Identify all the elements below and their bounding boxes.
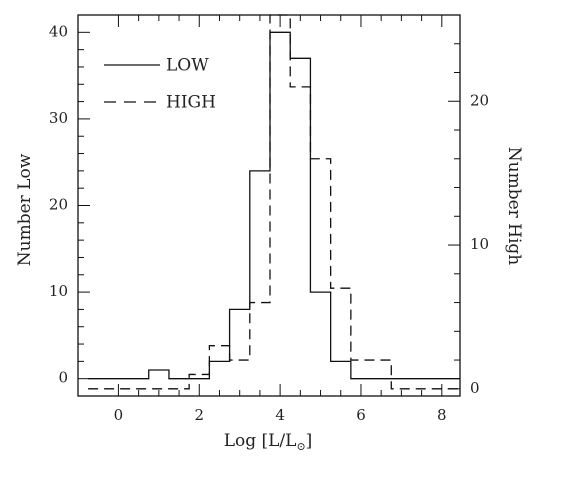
x-tick-label: 8 bbox=[437, 406, 447, 424]
x-tick-label: 6 bbox=[356, 406, 366, 424]
x-axis-label-main: Log [L/L bbox=[224, 431, 297, 451]
y-left-tick-label: 20 bbox=[49, 196, 68, 214]
legend: LOW HIGH bbox=[104, 56, 216, 113]
y-right-tick-label: 10 bbox=[470, 235, 489, 253]
series-layer bbox=[88, 14, 460, 390]
y-axis-left: 0 10 20 30 40 bbox=[49, 14, 90, 387]
x-axis-label: Log [L/L⊙] bbox=[224, 431, 313, 453]
x-axis-label-close: ] bbox=[306, 431, 313, 451]
x-axis-label-sub: ⊙ bbox=[296, 440, 305, 453]
x-tick-label: 4 bbox=[275, 406, 285, 424]
legend-high-label: HIGH bbox=[166, 93, 216, 113]
y-right-tick-label: 20 bbox=[470, 91, 489, 109]
plot-frame bbox=[77, 14, 461, 397]
series-low-histogram bbox=[88, 31, 460, 380]
y-left-tick-label: 40 bbox=[49, 22, 68, 40]
x-tick-label: 2 bbox=[194, 406, 204, 424]
y-left-tick-label: 10 bbox=[49, 282, 68, 300]
x-tick-label: 0 bbox=[114, 406, 124, 424]
y-left-tick-label: 0 bbox=[58, 369, 68, 387]
y-axis-right: 0 10 20 bbox=[448, 14, 489, 397]
y-left-tick-label: 30 bbox=[49, 109, 68, 127]
legend-low-label: LOW bbox=[166, 56, 209, 76]
x-axis: 0 2 4 6 8 bbox=[114, 15, 447, 424]
y-axis-left-label: Number Low bbox=[15, 153, 35, 266]
y-right-tick-label: 0 bbox=[470, 379, 480, 397]
y-axis-right-label: Number High bbox=[504, 147, 524, 266]
series-high-histogram bbox=[88, 14, 460, 390]
